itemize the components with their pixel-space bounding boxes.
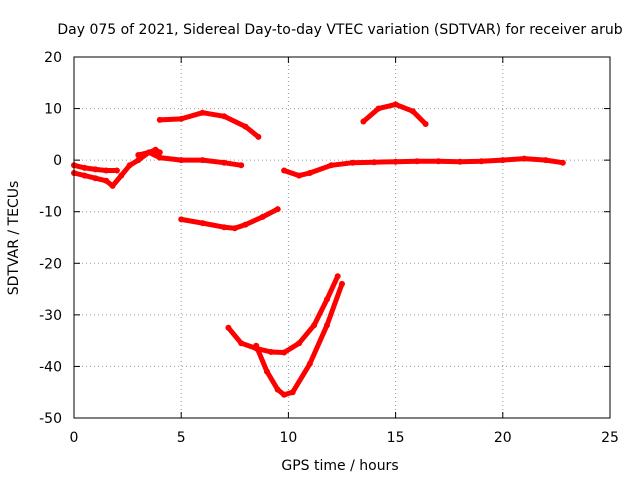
y-tick-label: -30 bbox=[39, 308, 62, 324]
data-point bbox=[456, 158, 463, 165]
data-point bbox=[542, 157, 549, 164]
data-point bbox=[349, 159, 356, 166]
data-point bbox=[339, 280, 345, 287]
y-tick-label: 10 bbox=[44, 102, 62, 118]
data-point bbox=[255, 133, 262, 140]
data-point bbox=[324, 296, 330, 303]
data-point bbox=[199, 109, 206, 116]
data-point bbox=[126, 162, 133, 169]
data-point bbox=[478, 158, 485, 165]
data-point bbox=[221, 113, 228, 120]
data-point bbox=[135, 157, 142, 164]
data-point bbox=[156, 149, 163, 156]
data-point bbox=[231, 225, 238, 232]
data-point bbox=[392, 158, 399, 165]
y-tick-label: -20 bbox=[39, 256, 62, 272]
data-point bbox=[324, 322, 330, 329]
data-point bbox=[156, 154, 163, 161]
data-point bbox=[178, 115, 185, 122]
x-tick-label: 10 bbox=[279, 430, 297, 446]
data-point bbox=[274, 206, 281, 213]
data-point bbox=[81, 172, 88, 179]
data-point bbox=[375, 105, 382, 112]
data-point bbox=[221, 224, 228, 231]
data-point bbox=[109, 182, 116, 189]
data-point bbox=[289, 389, 296, 396]
data-point bbox=[92, 175, 99, 182]
grid bbox=[74, 57, 610, 418]
data-point bbox=[253, 342, 260, 349]
data-point bbox=[238, 162, 245, 169]
data-point bbox=[259, 213, 266, 220]
data-point bbox=[146, 149, 152, 156]
series-arc9 bbox=[253, 281, 345, 398]
plot-frame bbox=[73, 56, 611, 419]
y-tick-label: 20 bbox=[44, 50, 62, 66]
data-point bbox=[199, 157, 206, 164]
data-point bbox=[281, 391, 288, 398]
data-point bbox=[268, 349, 275, 355]
data-point bbox=[334, 273, 341, 280]
data-point bbox=[242, 221, 249, 228]
data-point bbox=[178, 157, 185, 164]
data-point bbox=[281, 167, 288, 174]
data-point bbox=[371, 159, 378, 166]
data-point bbox=[521, 155, 528, 162]
data-point bbox=[392, 101, 399, 108]
data-point bbox=[118, 172, 125, 179]
y-tick-label: -40 bbox=[39, 359, 62, 375]
data-point bbox=[238, 340, 245, 347]
data-point bbox=[221, 159, 228, 166]
data-point bbox=[328, 162, 335, 169]
data-point bbox=[264, 368, 270, 375]
data-point bbox=[409, 108, 416, 115]
x-tick-label: 20 bbox=[494, 430, 512, 446]
data-point bbox=[311, 322, 318, 329]
data-point bbox=[306, 170, 313, 176]
data-point bbox=[296, 340, 303, 347]
y-tick-label: 0 bbox=[53, 153, 62, 169]
x-tick-label: 25 bbox=[601, 430, 619, 446]
data-point bbox=[274, 386, 281, 393]
data-point bbox=[156, 116, 163, 123]
data-point bbox=[281, 349, 288, 356]
data-point bbox=[306, 360, 313, 367]
data-point bbox=[81, 164, 88, 171]
data-point bbox=[199, 220, 206, 227]
data-point bbox=[435, 158, 442, 165]
x-tick-label: 5 bbox=[177, 430, 186, 446]
y-tick-label: -10 bbox=[39, 205, 62, 221]
data-point bbox=[178, 216, 185, 223]
x-axis-label: GPS time / hours bbox=[281, 458, 398, 474]
data-point bbox=[242, 123, 249, 130]
y-tick-label: -50 bbox=[39, 411, 62, 427]
y-axis-label: SDTVAR / TECUs bbox=[6, 181, 22, 296]
data-layer bbox=[71, 101, 566, 398]
data-point bbox=[152, 146, 159, 153]
ticks: 0 5 10 15 20 25 -50 -40 -30 -20 -10 0 10 20 bbox=[39, 50, 619, 446]
data-point bbox=[103, 177, 110, 184]
data-point bbox=[92, 166, 99, 173]
x-tick-label: 15 bbox=[387, 430, 405, 446]
data-point bbox=[422, 121, 429, 127]
data-point bbox=[360, 118, 367, 125]
data-point bbox=[414, 158, 420, 165]
chart-title: Day 075 of 2021, Sidereal Day-to-day VTE… bbox=[57, 22, 622, 38]
data-point bbox=[225, 324, 232, 331]
data-point bbox=[135, 152, 142, 158]
data-point bbox=[103, 167, 110, 174]
x-tick-label: 0 bbox=[70, 430, 79, 446]
data-point bbox=[499, 157, 506, 164]
data-point bbox=[296, 172, 303, 179]
data-point bbox=[113, 167, 120, 174]
data-point bbox=[559, 159, 566, 166]
